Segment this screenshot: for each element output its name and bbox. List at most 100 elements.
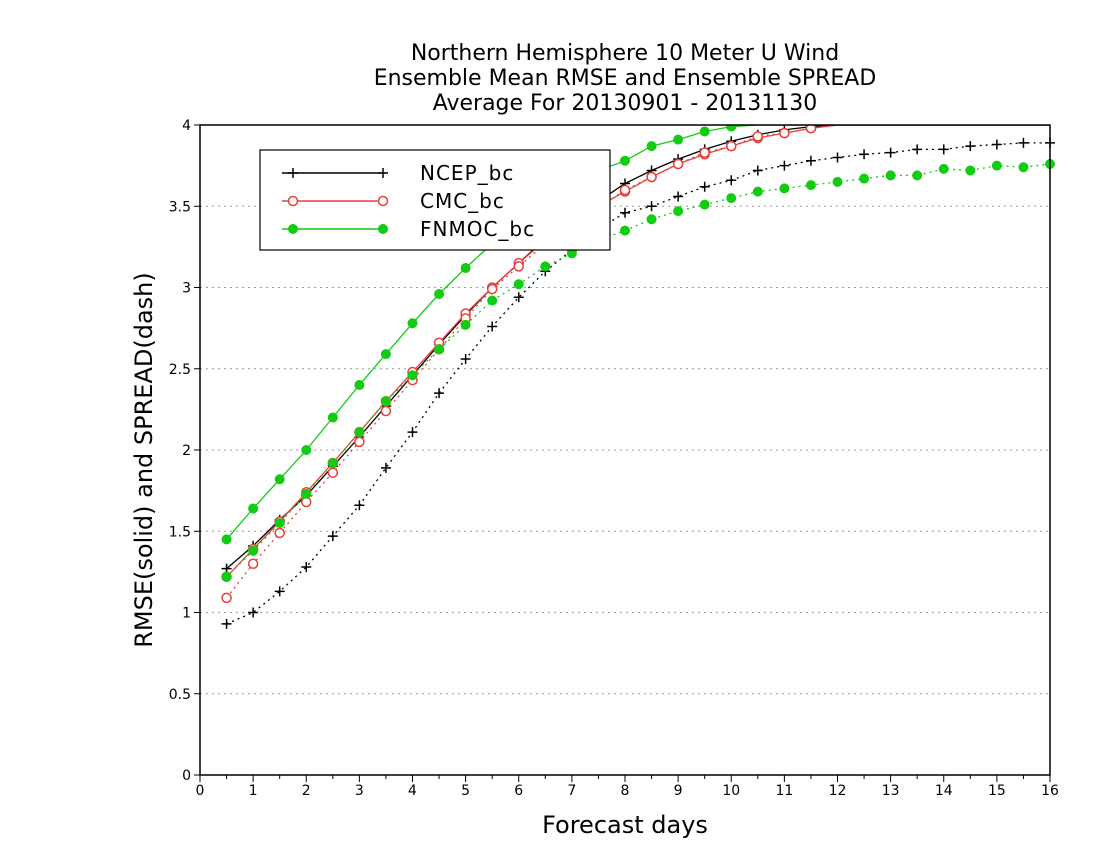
- data-point: [779, 127, 790, 139]
- data-point: [646, 201, 657, 212]
- data-point: [274, 527, 285, 539]
- legend-marker: [377, 195, 389, 207]
- y-tick-label-1: 0.5: [169, 687, 191, 703]
- legend-item-CMC_bc: CMC_bc: [282, 189, 505, 213]
- x-tick-label-2: 2: [302, 783, 311, 799]
- data-point: [938, 144, 949, 155]
- legend-marker: [288, 168, 298, 178]
- data-point: [434, 344, 445, 355]
- data-point: [380, 462, 391, 473]
- data-point: [673, 134, 684, 145]
- data-point: [646, 214, 657, 225]
- data-point: [513, 279, 524, 290]
- data-point: [859, 149, 870, 160]
- data-point: [832, 152, 843, 163]
- x-tick-label-14: 14: [935, 783, 953, 799]
- y-tick-label-2: 1: [182, 606, 191, 622]
- data-point: [620, 155, 630, 166]
- data-point: [726, 175, 737, 186]
- title-line-0: Northern Hemisphere 10 Meter U Wind: [411, 41, 839, 66]
- data-point: [327, 458, 338, 468]
- data-point: [274, 518, 285, 529]
- data-point: [699, 147, 710, 158]
- legend-item-FNMOC_bc: FNMOC_bc: [282, 217, 535, 241]
- series-FNMOC_bc-spread: [221, 159, 1055, 582]
- legend-box: [259, 149, 611, 251]
- data-point: [513, 261, 524, 272]
- data-point: [248, 545, 259, 556]
- x-tick-label-5: 5: [461, 783, 470, 799]
- y-tick-label-5: 2.5: [169, 362, 191, 378]
- data-point: [221, 618, 232, 629]
- data-point: [407, 370, 418, 381]
- data-point: [620, 225, 630, 236]
- data-point: [699, 181, 710, 192]
- data-point: [646, 171, 657, 183]
- data-point: [752, 165, 763, 176]
- series-line-NCEP_bc-spread: [226, 142, 1050, 625]
- x-tick-label-1: 1: [249, 783, 258, 799]
- data-point: [434, 289, 445, 299]
- y-axis-label: RMSE(solid) and SPREAD(dash): [130, 272, 158, 648]
- data-point: [805, 125, 817, 134]
- data-point: [1018, 137, 1029, 148]
- data-point: [885, 147, 896, 158]
- data-point: [673, 206, 684, 217]
- data-point: [699, 199, 710, 210]
- data-point: [460, 263, 471, 273]
- x-tick-label-6: 6: [514, 783, 523, 799]
- data-point: [380, 405, 392, 417]
- legend-marker: [287, 195, 299, 207]
- data-point: [354, 380, 365, 390]
- data-point: [487, 295, 498, 306]
- data-point: [699, 126, 710, 137]
- data-point: [380, 396, 391, 407]
- title-line-2: Average For 20130901 - 20131130: [433, 91, 818, 116]
- data-point: [248, 503, 259, 514]
- x-tick-label-8: 8: [621, 783, 630, 799]
- legend-label: CMC_bc: [420, 189, 505, 213]
- x-tick-label-15: 15: [988, 783, 1006, 799]
- data-point: [248, 607, 259, 618]
- data-point: [1018, 162, 1029, 173]
- legend-marker: [288, 224, 298, 234]
- data-point: [486, 283, 498, 295]
- x-tick-label-3: 3: [355, 783, 364, 799]
- data-point: [354, 436, 365, 448]
- data-point: [460, 354, 471, 364]
- data-point: [407, 318, 418, 329]
- axes: 0 1 2 3 4 5 6 7 8 9 10 11 12 13 14 15 1600.511.522.533.5…: [169, 118, 1059, 799]
- data-point: [752, 131, 764, 142]
- data-point: [274, 474, 285, 485]
- data-point: [726, 125, 737, 132]
- data-point: [938, 163, 949, 174]
- data-point: [912, 170, 923, 181]
- data-point: [327, 531, 338, 542]
- data-point: [274, 586, 285, 597]
- x-tick-label-11: 11: [775, 783, 793, 799]
- data-point: [646, 141, 657, 152]
- data-point: [673, 191, 684, 202]
- y-tick-label-0: 0: [182, 768, 191, 784]
- data-point: [221, 534, 232, 545]
- data-point: [991, 139, 1002, 150]
- data-point: [805, 180, 816, 191]
- data-point: [221, 571, 232, 582]
- series-line-CMC_bc-spread: [226, 125, 1050, 599]
- legend-marker: [378, 168, 388, 178]
- series-FNMOC_bc-rmse: [221, 125, 1050, 545]
- y-tick-label-8: 4: [182, 118, 191, 134]
- title-line-1: Ensemble Mean RMSE and Ensemble SPREAD: [374, 66, 877, 91]
- data-point: [460, 319, 471, 330]
- data-point: [832, 176, 843, 187]
- data-point: [354, 427, 365, 438]
- y-tick-label-7: 3.5: [169, 199, 191, 215]
- x-tick-label-9: 9: [674, 783, 683, 799]
- data-point: [327, 467, 339, 478]
- series-NCEP_bc-spread: [221, 137, 1055, 629]
- data-point: [885, 170, 896, 181]
- legend-marker: [378, 224, 388, 234]
- data-point: [672, 158, 684, 170]
- legend-label: FNMOC_bc: [420, 217, 535, 241]
